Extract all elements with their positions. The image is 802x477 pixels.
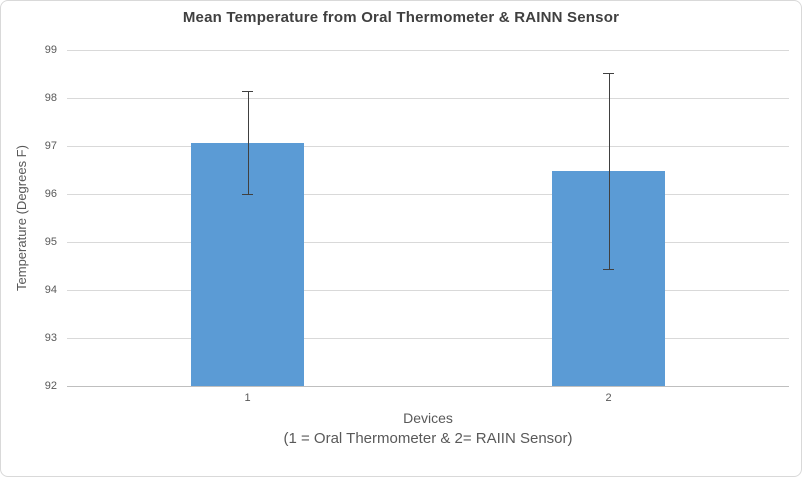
error-bar-cap-top — [242, 90, 253, 92]
gridline — [67, 338, 789, 339]
gridline — [67, 290, 789, 291]
chart-title: Mean Temperature from Oral Thermometer &… — [182, 9, 620, 26]
y-tick-label: 96 — [44, 188, 57, 200]
gridline — [67, 146, 789, 147]
y-tick-label: 95 — [44, 236, 57, 248]
y-tick-label: 99 — [44, 44, 57, 56]
gridline — [67, 98, 789, 99]
y-tick-label: 92 — [44, 380, 57, 392]
gridline — [67, 50, 789, 51]
y-tick-label: 93 — [44, 332, 57, 344]
x-axis-title: Devices — [403, 410, 453, 426]
error-bar-cap-bottom — [242, 194, 253, 195]
error-bar-line — [608, 72, 610, 269]
y-tick-label: 94 — [44, 284, 57, 296]
error-bar-line — [247, 90, 249, 194]
y-tick-label: 98 — [44, 92, 57, 104]
x-axis-note: (1 = Oral Thermometer & 2= RAIIN Sensor) — [283, 430, 573, 447]
x-tick-label: 2 — [605, 392, 612, 404]
x-tick-label: 1 — [244, 392, 251, 404]
gridline — [67, 194, 789, 195]
error-bar-cap-top — [603, 72, 614, 74]
gridline — [67, 242, 789, 243]
x-axis-line — [67, 386, 789, 387]
error-bar-cap-bottom — [603, 268, 614, 270]
y-tick-label: 97 — [44, 140, 57, 152]
